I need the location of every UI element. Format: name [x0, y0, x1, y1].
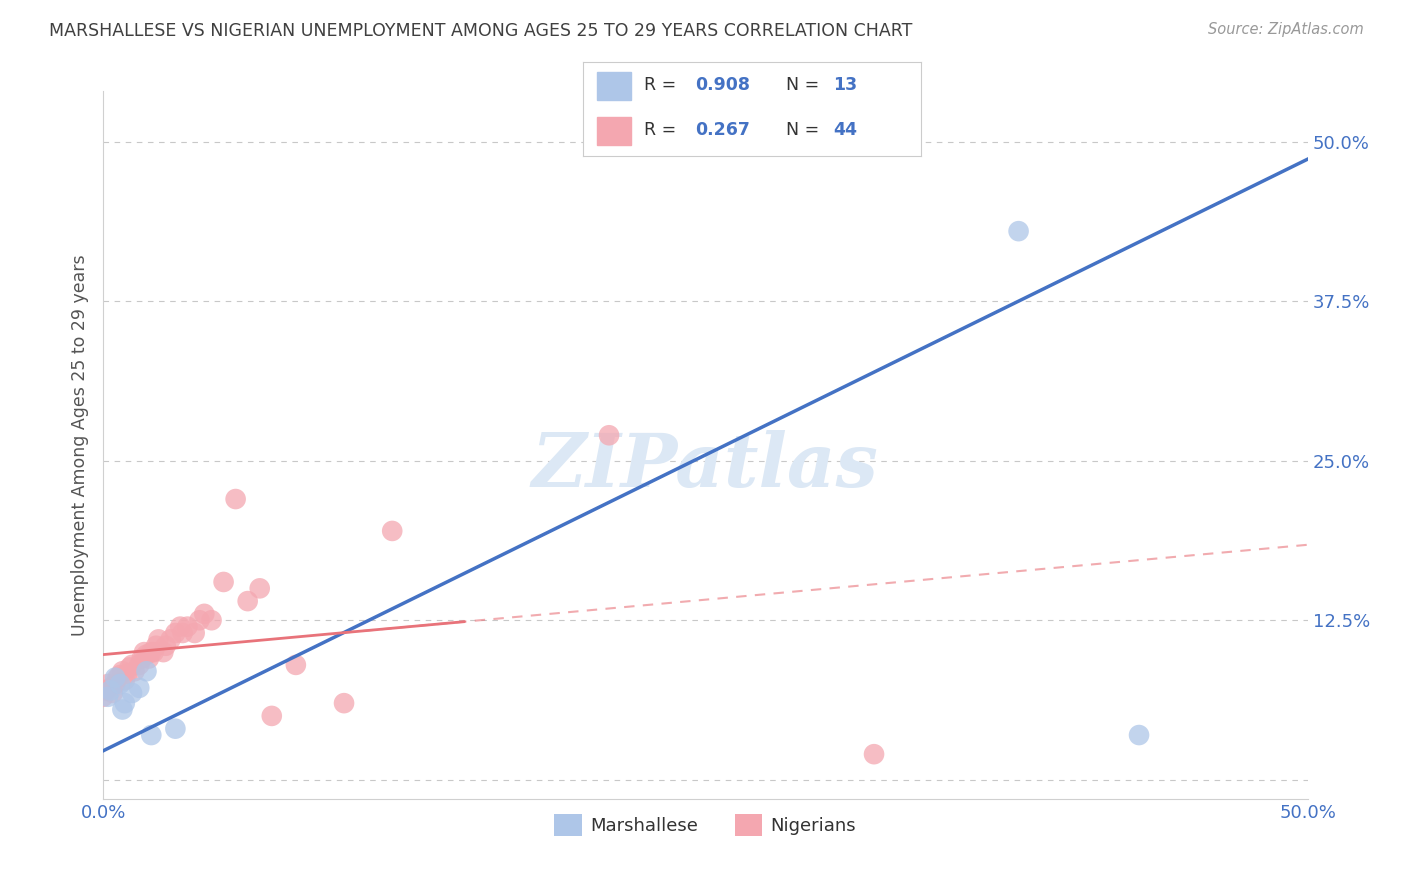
Point — [1007, 224, 1029, 238]
Point — [114, 673, 136, 688]
Text: N =: N = — [786, 121, 825, 139]
Point — [94, 683, 117, 698]
Point — [97, 677, 120, 691]
Point — [172, 626, 194, 640]
Point — [115, 666, 138, 681]
Point — [183, 626, 205, 640]
Point — [188, 613, 211, 627]
Text: 13: 13 — [834, 77, 858, 95]
Point — [200, 613, 222, 627]
Text: MARSHALLESE VS NIGERIAN UNEMPLOYMENT AMONG AGES 25 TO 29 YEARS CORRELATION CHART: MARSHALLESE VS NIGERIAN UNEMPLOYMENT AMO… — [49, 22, 912, 40]
Text: ZIPatlas: ZIPatlas — [531, 430, 879, 502]
Point — [141, 645, 163, 659]
Text: R =: R = — [644, 121, 682, 139]
Point — [131, 651, 153, 665]
Legend: Marshallese, Nigerians: Marshallese, Nigerians — [547, 806, 863, 843]
Text: 44: 44 — [834, 121, 858, 139]
Point — [1128, 728, 1150, 742]
Point — [121, 686, 143, 700]
Point — [598, 428, 620, 442]
Text: 0.908: 0.908 — [695, 77, 749, 95]
Point — [193, 607, 215, 621]
Point — [132, 645, 155, 659]
Point — [333, 696, 356, 710]
Point — [98, 683, 121, 698]
Point — [169, 619, 191, 633]
Point — [101, 686, 124, 700]
Point — [152, 645, 174, 659]
FancyBboxPatch shape — [598, 72, 631, 100]
Point — [111, 702, 134, 716]
Point — [155, 639, 177, 653]
Point — [114, 696, 136, 710]
Point — [141, 728, 163, 742]
Point — [108, 668, 131, 682]
Point — [165, 722, 187, 736]
Point — [124, 665, 146, 679]
Point — [135, 648, 157, 662]
Point — [104, 671, 127, 685]
Point — [118, 660, 141, 674]
Point — [128, 657, 150, 672]
Point — [249, 582, 271, 596]
Point — [176, 619, 198, 633]
Point — [148, 632, 170, 647]
Point — [108, 677, 131, 691]
Point — [138, 651, 160, 665]
Point — [142, 645, 165, 659]
Point — [145, 639, 167, 653]
Text: R =: R = — [644, 77, 682, 95]
Point — [91, 690, 114, 704]
Point — [135, 665, 157, 679]
Point — [260, 709, 283, 723]
Point — [212, 574, 235, 589]
Point — [165, 626, 187, 640]
FancyBboxPatch shape — [598, 117, 631, 145]
Point — [98, 681, 121, 695]
Point — [128, 681, 150, 695]
Point — [97, 690, 120, 704]
Y-axis label: Unemployment Among Ages 25 to 29 years: Unemployment Among Ages 25 to 29 years — [72, 254, 89, 636]
Text: 0.267: 0.267 — [695, 121, 749, 139]
Point — [863, 747, 886, 761]
Point — [236, 594, 259, 608]
Text: N =: N = — [786, 77, 825, 95]
Text: Source: ZipAtlas.com: Source: ZipAtlas.com — [1208, 22, 1364, 37]
Point — [159, 632, 181, 647]
Point — [121, 657, 143, 672]
Point — [107, 671, 129, 685]
Point — [225, 491, 247, 506]
Point — [284, 657, 307, 672]
Point — [111, 665, 134, 679]
Point — [381, 524, 404, 538]
Point — [104, 677, 127, 691]
